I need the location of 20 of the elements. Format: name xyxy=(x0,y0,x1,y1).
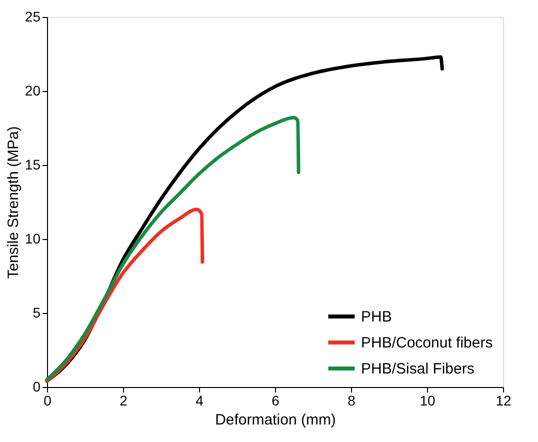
legend-label: PHB xyxy=(361,308,392,326)
x-tick-label: 10 xyxy=(420,392,436,408)
legend-label: PHB/Sisal Fibers xyxy=(361,360,474,378)
x-axis-title: Deformation (mm) xyxy=(215,412,336,428)
y-tick-label: 15 xyxy=(24,156,41,172)
line-series xyxy=(45,116,300,382)
x-tick-label: 8 xyxy=(348,392,356,408)
y-tick-label: 25 xyxy=(24,8,41,24)
x-tick-label: 6 xyxy=(272,392,280,408)
y-tick-label: 10 xyxy=(24,230,41,246)
y-tick-label: 5 xyxy=(32,304,41,320)
y-tick-label: 20 xyxy=(24,82,41,98)
x-tick-label: 4 xyxy=(196,392,204,408)
y-axis-title: Tensile Strength (MPa) xyxy=(4,126,22,279)
x-tick-label: 12 xyxy=(496,392,512,408)
line-series xyxy=(45,208,204,383)
x-tick-label: 0 xyxy=(44,392,52,408)
legend-label: PHB/Coconut fibers xyxy=(361,334,493,352)
y-tick-label: 0 xyxy=(32,378,41,394)
x-tick-label: 2 xyxy=(120,392,128,408)
